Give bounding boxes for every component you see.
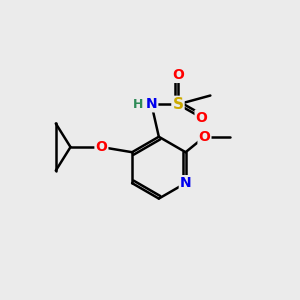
Text: N: N — [146, 98, 157, 111]
Text: O: O — [199, 130, 210, 144]
Text: H: H — [133, 98, 143, 111]
Text: O: O — [172, 68, 184, 82]
Text: S: S — [172, 97, 184, 112]
Text: O: O — [95, 140, 107, 154]
Text: O: O — [196, 111, 208, 124]
Text: N: N — [180, 176, 191, 190]
